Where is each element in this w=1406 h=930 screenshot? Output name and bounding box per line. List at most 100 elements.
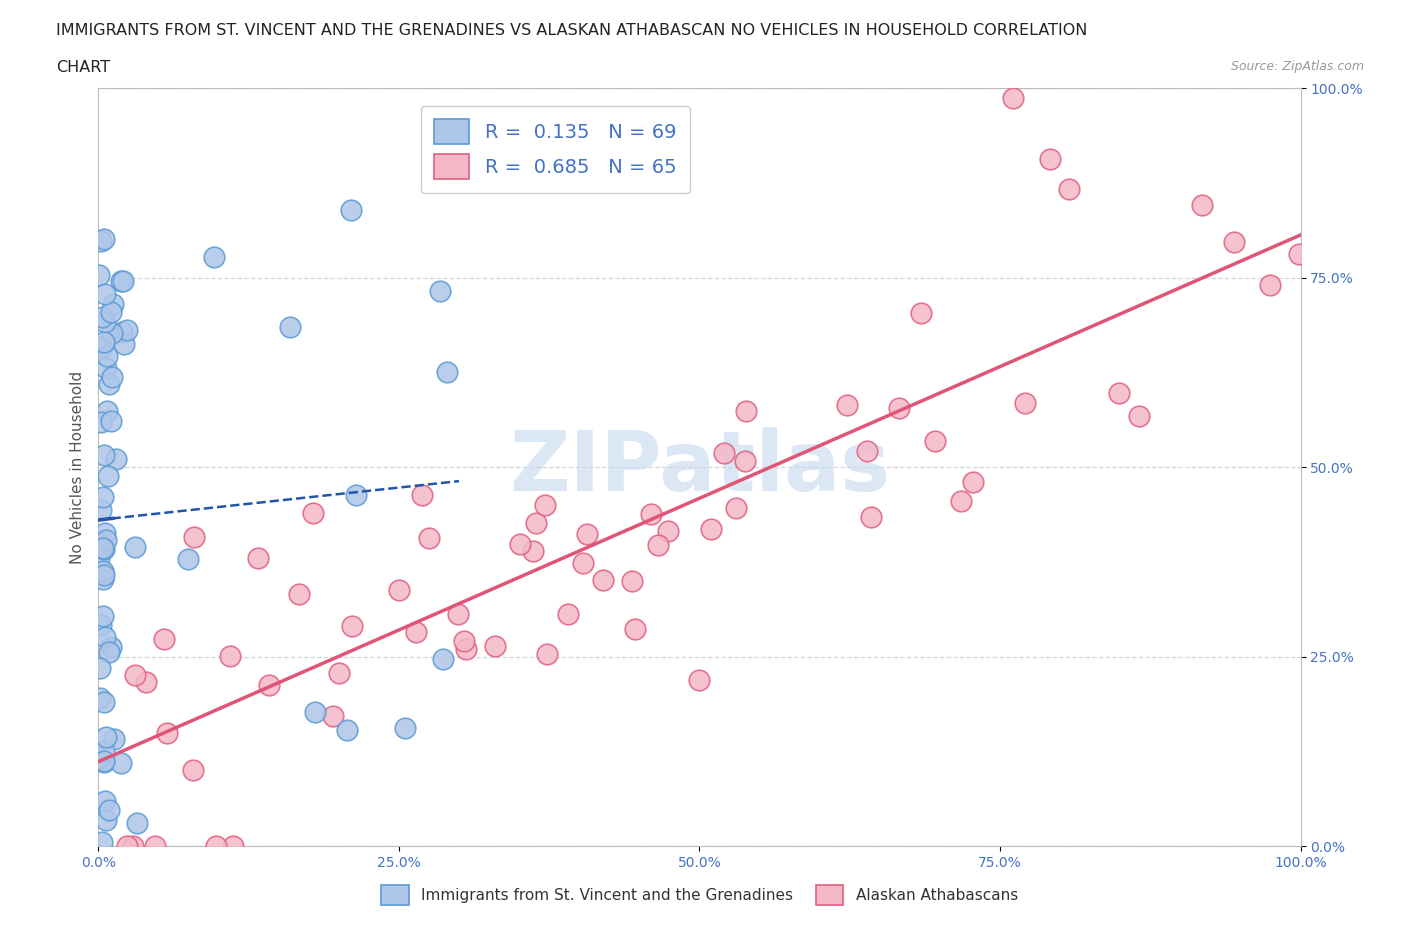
Point — [97, 803, 120, 817]
Point — [87, 267, 110, 282]
Point — [1108, 386, 1130, 401]
Point — [344, 487, 367, 502]
Point — [557, 606, 579, 621]
Point — [90, 502, 112, 517]
Point — [280, 319, 302, 334]
Point — [688, 672, 710, 687]
Point — [112, 337, 135, 352]
Point — [1014, 395, 1036, 410]
Point — [418, 531, 440, 546]
Point — [447, 607, 470, 622]
Point — [328, 666, 350, 681]
Point — [302, 505, 325, 520]
Point — [124, 667, 146, 682]
Point — [110, 755, 132, 770]
Point — [90, 233, 112, 248]
Point — [87, 551, 110, 565]
Point — [734, 404, 756, 418]
Point — [90, 339, 112, 354]
Text: ZIPatlas: ZIPatlas — [509, 427, 890, 508]
Point — [734, 453, 756, 468]
Point — [860, 510, 883, 525]
Point — [621, 574, 644, 589]
Point — [94, 532, 117, 547]
Point — [572, 556, 595, 571]
Point — [94, 794, 117, 809]
Point — [103, 732, 125, 747]
Point — [101, 369, 124, 384]
Point — [93, 447, 115, 462]
Point — [93, 315, 115, 330]
Point — [93, 753, 115, 768]
Text: Source: ZipAtlas.com: Source: ZipAtlas.com — [1230, 60, 1364, 73]
Point — [143, 839, 166, 854]
Point — [124, 539, 146, 554]
Point — [1057, 181, 1080, 196]
Point — [91, 540, 114, 555]
Point — [94, 813, 117, 828]
Point — [340, 203, 363, 218]
Point — [177, 551, 200, 566]
Point — [89, 751, 111, 765]
Point — [837, 397, 859, 412]
Point — [152, 632, 174, 647]
Point — [90, 834, 112, 849]
Point — [340, 618, 363, 633]
Point — [93, 568, 115, 583]
Point — [91, 608, 114, 623]
Point — [117, 322, 139, 337]
Point — [202, 249, 225, 264]
Point — [436, 365, 458, 379]
Point — [110, 274, 132, 289]
Point — [110, 326, 132, 340]
Point — [456, 642, 478, 657]
Point — [700, 522, 723, 537]
Point — [533, 498, 555, 512]
Point — [90, 618, 112, 632]
Point — [205, 839, 228, 854]
Point — [101, 297, 124, 312]
Point — [522, 544, 544, 559]
Point — [1288, 246, 1310, 261]
Point — [94, 729, 117, 744]
Point — [453, 633, 475, 648]
Point — [183, 529, 205, 544]
Point — [962, 475, 984, 490]
Point — [405, 625, 427, 640]
Point — [94, 361, 117, 376]
Point — [94, 525, 117, 540]
Point — [89, 660, 111, 675]
Point — [388, 582, 411, 597]
Point — [156, 725, 179, 740]
Point — [93, 695, 115, 710]
Point — [592, 572, 614, 587]
Point — [623, 622, 645, 637]
Point — [97, 468, 120, 483]
Point — [100, 414, 122, 429]
Point — [647, 538, 669, 552]
Point — [288, 586, 311, 601]
Point — [950, 494, 973, 509]
Point — [219, 649, 242, 664]
Point — [1039, 152, 1062, 166]
Point — [432, 651, 454, 666]
Point — [304, 705, 326, 720]
Point — [336, 722, 359, 737]
Point — [222, 839, 245, 854]
Text: CHART: CHART — [56, 60, 110, 75]
Point — [112, 273, 135, 288]
Point — [429, 284, 451, 299]
Point — [322, 709, 344, 724]
Point — [257, 678, 280, 693]
Point — [1258, 277, 1281, 292]
Point — [910, 305, 932, 320]
Point — [394, 721, 416, 736]
Point — [509, 536, 531, 551]
Point — [575, 526, 598, 541]
Point — [93, 542, 115, 557]
Point — [122, 839, 145, 854]
Point — [724, 501, 747, 516]
Legend: Immigrants from St. Vincent and the Grenadines, Alaskan Athabascans: Immigrants from St. Vincent and the Gren… — [375, 879, 1024, 910]
Point — [96, 404, 118, 418]
Point — [181, 763, 204, 777]
